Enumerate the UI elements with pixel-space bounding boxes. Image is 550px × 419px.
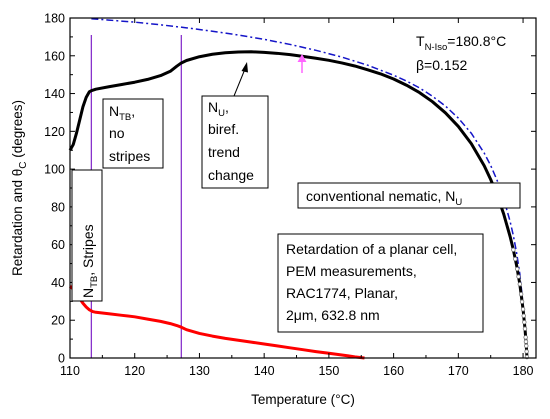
data-marker [517, 281, 523, 287]
ntb-no-stripes-box [102, 98, 164, 169]
x-tick-label: 170 [448, 364, 469, 378]
data-marker [511, 247, 516, 252]
data-marker [523, 335, 528, 340]
nu-label: NU, [208, 99, 229, 119]
data-marker [521, 313, 526, 318]
ntb-no-label: no [109, 125, 125, 141]
y-tick-label: 100 [44, 163, 65, 177]
nu-arrow-line [233, 68, 246, 97]
nu-bire-label: biref. [208, 121, 239, 137]
info-box [277, 233, 484, 333]
x-tick-label: 150 [318, 364, 339, 378]
nu-trend-label: trend [208, 144, 240, 160]
data-marker [522, 326, 528, 331]
ntb-stripes-label: NTB, Stripes [80, 224, 100, 298]
info-line-1: Retardation of a planar cell, [286, 241, 457, 257]
data-marker [524, 343, 529, 349]
x-tick-label: 120 [124, 364, 145, 378]
ntb-stripes-word: stripes [109, 148, 150, 164]
nu-change-label: change [208, 167, 254, 183]
x-tick-label: 140 [254, 364, 275, 378]
y-axis-title: Retardation and θC (degrees) [10, 100, 29, 276]
x-tick-label: 180 [513, 364, 534, 378]
info-line-4: 2μm, 632.8 nm [286, 307, 380, 323]
ntb-stripes-box [71, 169, 103, 302]
y-tick-label: 180 [44, 12, 65, 26]
beta-label: β=0.152 [416, 57, 467, 73]
info-line-2: PEM measurements, [286, 263, 417, 279]
y-tick-label: 40 [51, 276, 65, 290]
data-marker [516, 274, 521, 279]
data-marker [520, 307, 526, 312]
x-axis-title: Temperature (°C) [251, 392, 355, 407]
y-axis-ticks: 0 20 40 60 80 100 120 140 160 180 [44, 12, 536, 366]
x-tick-label: 130 [189, 364, 210, 378]
y-tick-label: 80 [51, 200, 65, 214]
x-tick-label: 160 [383, 364, 404, 378]
data-marker [518, 291, 524, 297]
pink-arrow-head [297, 54, 307, 62]
x-axis-ticks: 110 120 130 140 150 160 170 180 [60, 18, 534, 378]
info-line-3: RAC1774, Planar, [286, 285, 398, 301]
y-tick-label: 60 [51, 238, 65, 252]
y-tick-label: 140 [44, 87, 65, 101]
conventional-nematic-label: conventional nematic, NU [306, 188, 462, 208]
y-tick-label: 20 [51, 314, 65, 328]
data-marker [523, 339, 529, 344]
data-markers [511, 247, 530, 360]
data-marker [513, 256, 518, 262]
data-marker [522, 320, 527, 325]
nu-trend-box [201, 95, 269, 189]
data-marker [519, 299, 525, 304]
y-tick-label: 120 [44, 125, 65, 139]
t-niso-label: TN-Iso=180.8°C [416, 33, 506, 53]
y-tick-label: 0 [58, 352, 65, 366]
x-tick-label: 110 [60, 364, 80, 378]
nu-arrow-head [241, 62, 248, 73]
series-theta-line [69, 285, 365, 360]
data-marker [524, 349, 529, 354]
conventional-nematic-box [297, 182, 521, 209]
y-tick-label: 160 [44, 49, 65, 63]
series-fit-line [91, 18, 528, 358]
data-marker [515, 266, 520, 272]
ntb-no-stripes-label: NTB, [109, 103, 135, 123]
